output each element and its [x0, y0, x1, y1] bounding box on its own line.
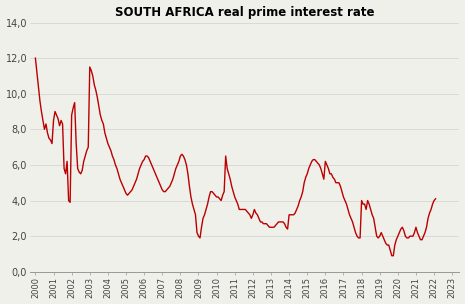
Title: SOUTH AFRICA real prime interest rate: SOUTH AFRICA real prime interest rate [115, 5, 374, 19]
